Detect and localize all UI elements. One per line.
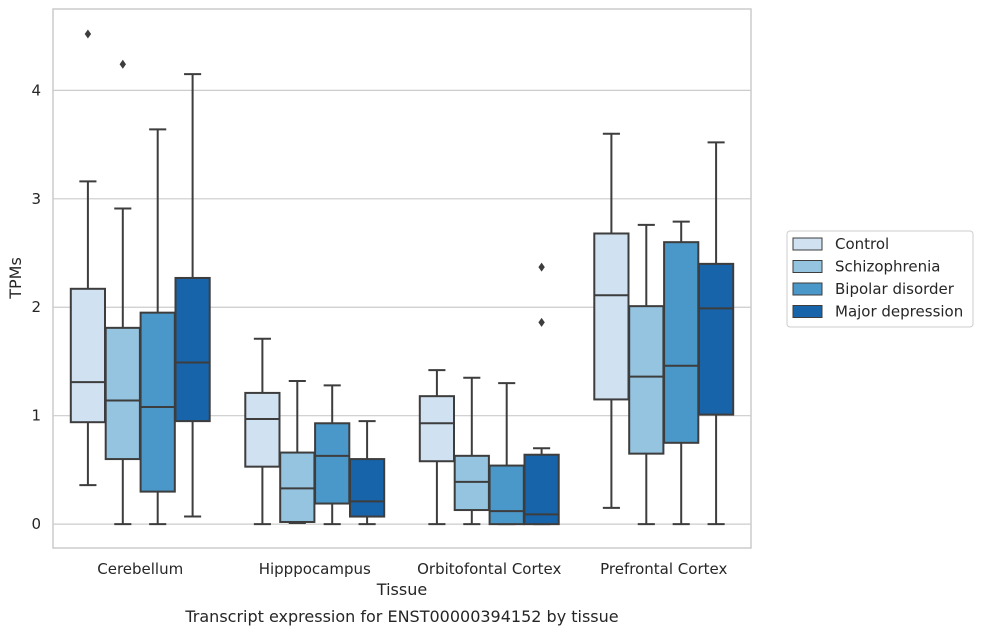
outlier-point <box>538 317 545 327</box>
legend-swatch <box>792 282 823 296</box>
y-axis-label: TPMs <box>6 257 25 300</box>
box-body <box>488 464 525 526</box>
x-tick-label: Hipppocampus <box>259 560 371 578</box>
legend-label: Schizophrenia <box>835 258 940 276</box>
outlier-point <box>119 59 126 69</box>
box-schizophrenia <box>453 376 490 526</box>
legend-swatch <box>792 260 823 273</box>
legend-swatch <box>792 305 823 318</box>
x-axis-label: Tissue <box>376 580 427 599</box>
x-axis-ticks: Cerebellum Hipppocampus Orbitofontal Corte… <box>97 560 727 578</box>
box-body <box>104 326 141 461</box>
box-body <box>314 422 351 505</box>
legend-frame <box>786 230 974 328</box>
box-control <box>593 132 630 509</box>
box-body <box>663 241 700 444</box>
boxes <box>69 29 735 526</box>
box-body <box>139 311 176 493</box>
y-tick-label: 0 <box>31 515 41 533</box>
plot-frame <box>52 8 752 549</box>
box-major-depression <box>174 73 211 518</box>
x-tick-label: Cerebellum <box>97 560 183 578</box>
box-body <box>279 451 316 523</box>
box-body <box>593 232 630 401</box>
box-body <box>453 454 490 512</box>
box-bipolar-disorder <box>139 128 176 526</box>
box-bipolar-disorder <box>314 384 351 526</box>
y-tick-label: 2 <box>31 298 41 316</box>
box-body <box>174 276 211 423</box>
box-major-depression <box>523 262 560 526</box>
box-body <box>244 391 281 468</box>
box-body <box>418 395 456 463</box>
outlier-point <box>84 29 92 39</box>
box-body <box>628 305 665 455</box>
legend-items: Control Schizophrenia Bipolar disorder Majo… <box>792 235 963 321</box>
x-tick-label: Orbitofontal Cortex <box>417 560 561 578</box>
box-body <box>348 458 386 518</box>
legend: Control Schizophrenia Bipolar disorder Majo… <box>786 230 974 328</box>
box-major-depression <box>348 420 386 526</box>
box-control <box>418 369 456 526</box>
outlier-point <box>538 262 545 272</box>
box-schizophrenia <box>628 223 665 526</box>
y-axis-ticks: 0 1 2 3 4 <box>31 81 41 533</box>
legend-swatch <box>792 237 823 251</box>
chart-title: Transcript expression for ENST0000039415… <box>184 607 618 626</box>
legend-label: Bipolar disorder <box>835 280 955 298</box>
y-tick-label: 4 <box>31 81 41 99</box>
box-schizophrenia <box>104 59 141 526</box>
box-body <box>69 287 107 424</box>
x-tick-label: Prefrontal Cortex <box>600 560 727 578</box>
box-major-depression <box>697 141 735 526</box>
box-control <box>69 29 107 487</box>
box-control <box>244 337 281 526</box>
legend-label: Control <box>835 235 889 253</box>
y-tick-label: 1 <box>31 407 41 425</box>
box-body <box>523 453 560 526</box>
box-body <box>697 262 735 416</box>
y-tick-label: 3 <box>31 190 41 208</box>
box-bipolar-disorder <box>488 382 525 526</box>
legend-label: Major depression <box>835 303 963 321</box>
